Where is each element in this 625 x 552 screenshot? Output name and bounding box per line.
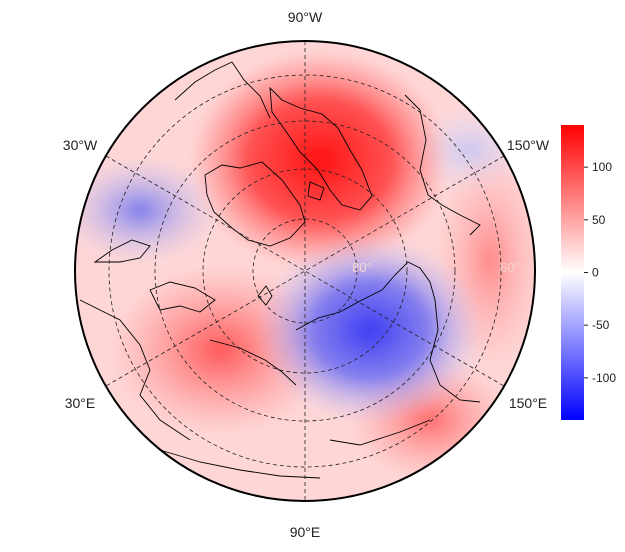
north-america-coast [174,61,481,236]
parallel-50 [108,74,502,468]
longitude-label-90w: 90°W [288,9,323,25]
colorbar-ticks: 100 50 0 -50 -100 [584,160,616,385]
field-negative-atlantic [75,155,220,265]
field-positive-canada [190,50,450,270]
longitude-label-150e: 150°E [509,395,547,411]
colorbar-gradient [561,125,584,420]
field-negative-arctic [255,235,485,425]
map-boundary [74,40,536,502]
anomaly-field [75,41,535,501]
graticule [105,41,505,501]
colorbar-tick-label: -100 [592,371,616,385]
latitude-label-80: 80° [352,260,372,275]
siberia-coast [295,261,481,403]
colorbar-tick-label: -50 [592,318,610,332]
coastlines [79,61,481,479]
greenland-coast [204,161,306,247]
canadian-archipelago-coast [269,86,373,211]
colorbar: 100 50 0 -50 -100 [561,125,616,420]
colorbar-tick-label: 100 [592,160,612,174]
colorbar-tick-label: 50 [592,213,606,227]
parallel-60 [154,120,456,422]
europe-coast [79,299,297,441]
parallel-80 [252,218,358,324]
longitude-label-30e: 30°E [65,395,96,411]
asia-interior-borders [159,419,431,479]
colorbar-tick-label: 0 [592,266,599,280]
longitude-label-30w: 30°W [63,137,98,153]
iceland-scandinavia-coast [93,239,216,313]
latitude-label-60: 60° [500,260,520,275]
longitude-label-90e: 90°E [290,524,321,540]
longitude-label-150w: 150°W [507,137,550,153]
